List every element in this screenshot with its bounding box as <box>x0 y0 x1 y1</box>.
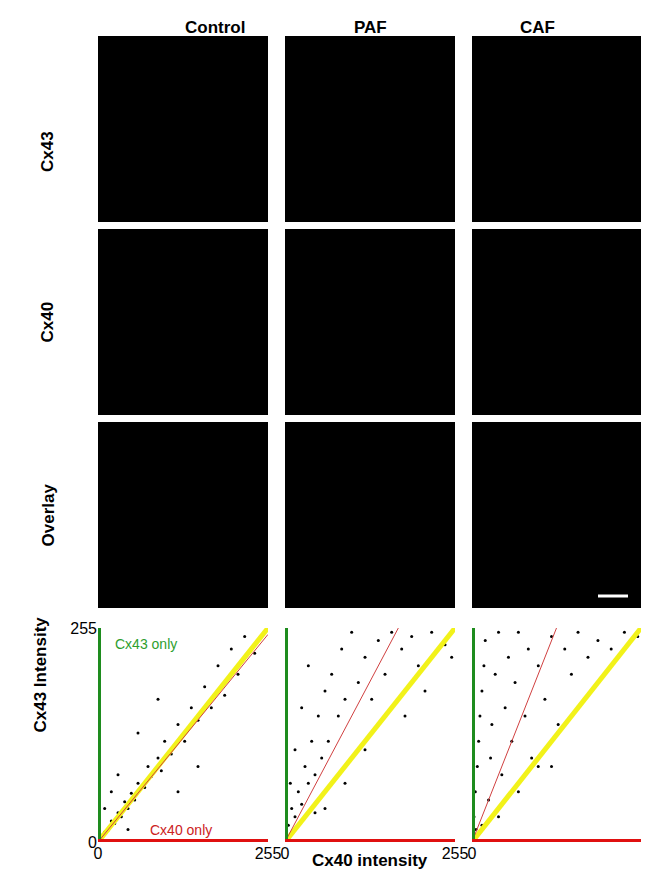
svg-text:0: 0 <box>468 845 477 862</box>
svg-text:Overlay: Overlay <box>39 484 58 547</box>
svg-text:255: 255 <box>70 620 97 637</box>
svg-text:Cx43: Cx43 <box>38 131 57 172</box>
svg-text:Cx43 Intensity: Cx43 Intensity <box>31 617 50 733</box>
svg-text:255: 255 <box>442 845 469 862</box>
svg-text:Cx43 only: Cx43 only <box>115 636 177 652</box>
svg-text:0: 0 <box>88 834 97 851</box>
svg-text:0: 0 <box>94 845 103 862</box>
svg-text:PAF: PAF <box>354 18 387 37</box>
svg-text:255: 255 <box>255 845 282 862</box>
svg-text:Cx40 intensity: Cx40 intensity <box>312 851 428 870</box>
svg-text:Cx40: Cx40 <box>38 302 57 343</box>
svg-text:CAF: CAF <box>520 18 555 37</box>
svg-text:Control: Control <box>185 18 245 37</box>
svg-text:Cx40 only: Cx40 only <box>150 822 212 838</box>
svg-text:0: 0 <box>281 845 290 862</box>
